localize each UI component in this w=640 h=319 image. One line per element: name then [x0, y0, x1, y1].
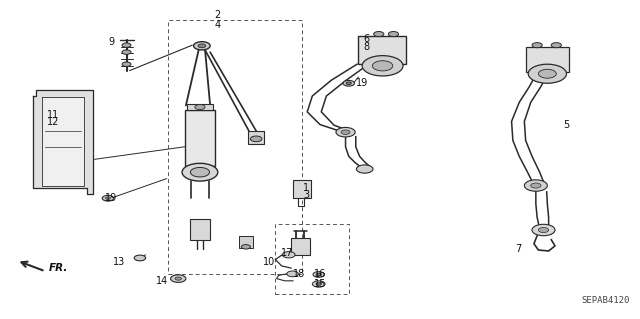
Bar: [358, 36, 406, 64]
Bar: [293, 180, 311, 197]
Circle shape: [343, 80, 355, 86]
Circle shape: [175, 277, 181, 280]
Text: 8: 8: [363, 42, 369, 52]
Text: 11: 11: [47, 110, 59, 120]
Text: 14: 14: [156, 276, 168, 286]
Text: 2: 2: [214, 10, 221, 20]
Circle shape: [182, 163, 218, 181]
Bar: [184, 110, 215, 166]
Circle shape: [524, 180, 547, 191]
Text: 5: 5: [563, 120, 569, 130]
Circle shape: [193, 42, 210, 50]
Circle shape: [538, 227, 548, 233]
Circle shape: [362, 56, 403, 76]
Circle shape: [341, 130, 350, 134]
Circle shape: [528, 64, 566, 83]
Circle shape: [282, 252, 295, 258]
Circle shape: [190, 167, 209, 177]
Bar: [168, 20, 302, 274]
Text: FR.: FR.: [49, 263, 68, 273]
Circle shape: [241, 245, 250, 249]
Text: 16: 16: [314, 270, 326, 279]
Circle shape: [122, 43, 131, 48]
Circle shape: [374, 32, 384, 37]
Text: SEPAB4120: SEPAB4120: [581, 296, 630, 305]
Circle shape: [346, 82, 351, 85]
Text: 19: 19: [356, 78, 368, 88]
Circle shape: [313, 271, 324, 277]
Circle shape: [538, 69, 556, 78]
Text: 10: 10: [263, 257, 275, 267]
Circle shape: [134, 255, 146, 261]
Circle shape: [316, 283, 321, 285]
Circle shape: [287, 271, 298, 277]
Text: 18: 18: [293, 269, 306, 279]
Circle shape: [312, 281, 325, 287]
Circle shape: [551, 43, 561, 48]
Text: 17: 17: [281, 248, 294, 258]
Text: 15: 15: [314, 279, 326, 289]
Circle shape: [106, 197, 111, 199]
Circle shape: [532, 43, 542, 48]
Circle shape: [532, 224, 555, 236]
Circle shape: [122, 50, 131, 54]
Circle shape: [372, 61, 393, 71]
Bar: [248, 131, 264, 144]
Circle shape: [195, 105, 205, 110]
Text: 3: 3: [303, 190, 309, 200]
Text: 4: 4: [215, 19, 221, 30]
Text: 13: 13: [113, 257, 125, 267]
Bar: [239, 236, 253, 249]
Bar: [187, 104, 212, 110]
Text: 7: 7: [515, 244, 521, 254]
Bar: [275, 224, 349, 294]
Circle shape: [336, 127, 355, 137]
Circle shape: [171, 275, 186, 282]
Circle shape: [102, 196, 114, 201]
Text: 9: 9: [108, 37, 114, 47]
Circle shape: [122, 62, 131, 66]
Polygon shape: [33, 90, 93, 195]
Circle shape: [250, 136, 262, 142]
Text: 1: 1: [303, 183, 309, 193]
Circle shape: [356, 165, 373, 173]
Circle shape: [531, 183, 541, 188]
Circle shape: [198, 44, 205, 48]
Bar: [190, 219, 209, 240]
Bar: [525, 47, 569, 72]
Circle shape: [316, 273, 321, 276]
Bar: [291, 238, 310, 255]
Circle shape: [388, 32, 399, 37]
Text: 19: 19: [105, 193, 117, 203]
Text: 6: 6: [363, 34, 369, 44]
Polygon shape: [42, 97, 84, 187]
Text: 12: 12: [47, 117, 60, 127]
